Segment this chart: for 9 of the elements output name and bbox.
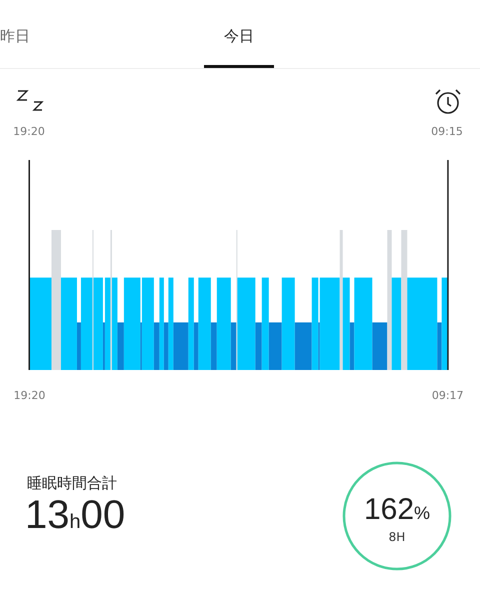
text: 睡眠時間合計: [27, 474, 117, 492]
x-tick-label: 09:17: [432, 389, 464, 402]
text: 162%: [364, 493, 430, 526]
text: 09:15: [431, 125, 463, 138]
text: 13h00: [25, 493, 126, 537]
text: 昨日: [0, 27, 30, 45]
text: 今日: [224, 27, 254, 45]
text: 19:20: [13, 125, 45, 138]
text: 8H: [388, 530, 406, 544]
